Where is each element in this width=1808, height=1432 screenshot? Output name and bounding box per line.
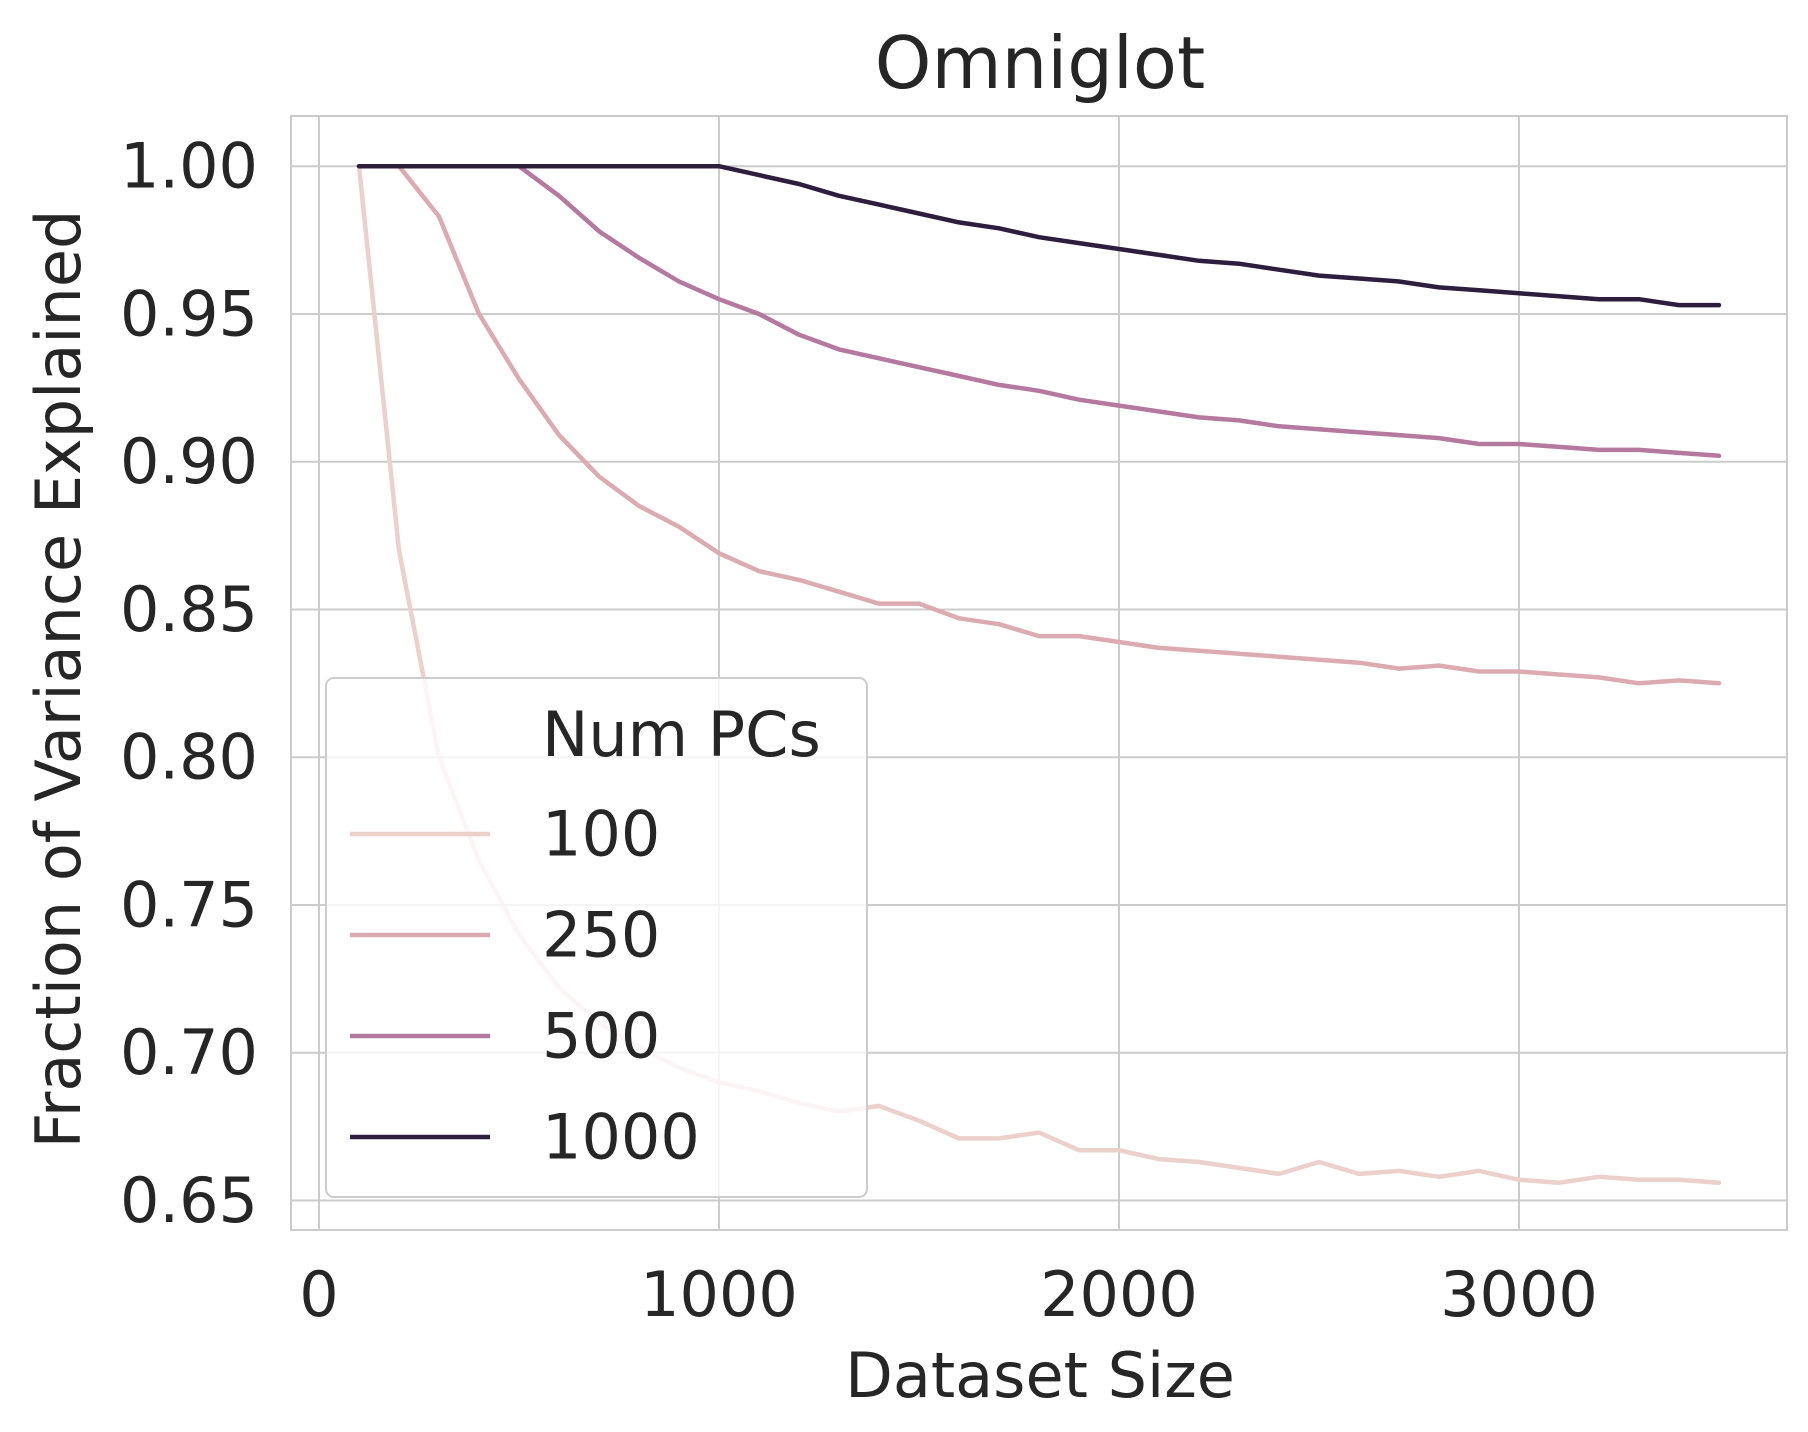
y-tick-label: 0.90 [120,425,258,498]
legend-label-250: 250 [542,899,660,972]
x-tick-label: 3000 [1440,1258,1598,1331]
y-tick-label: 0.65 [120,1164,258,1237]
series-line-250 [356,163,1722,686]
x-tick-label: 2000 [1040,1258,1198,1331]
x-axis-label: Dataset Size [845,1339,1235,1412]
x-tick-label: 1000 [640,1258,798,1331]
x-tick-label: 0 [299,1258,338,1331]
legend: Num PCs 100 250 500 1000 [325,677,868,1198]
y-tick-label: 1.00 [120,130,258,203]
y-axis-tick-labels: 0.65 0.70 0.75 0.80 0.85 0.90 0.95 1.00 [120,130,258,1237]
y-tick-label: 0.70 [120,1016,258,1089]
legend-box [325,677,868,1198]
x-axis-tick-labels: 0 1000 2000 3000 [299,1258,1598,1331]
legend-title: Num PCs [542,698,821,771]
y-tick-label: 0.95 [120,277,258,350]
legend-entries: 100 250 500 1000 [350,798,700,1174]
y-tick-label: 0.80 [120,721,258,794]
plot-area-frame [290,115,1788,1231]
series-line-1000 [356,163,1722,308]
y-tick-label: 0.75 [120,868,258,941]
series-line-500 [356,163,1722,459]
y-tick-label: 0.85 [120,573,258,646]
y-axis-label: Fraction of Variance Explained [22,210,95,1149]
legend-label-100: 100 [542,798,660,871]
legend-label-500: 500 [542,1000,660,1073]
legend-label-1000: 1000 [542,1101,700,1174]
chart-title: Omniglot [875,21,1205,105]
